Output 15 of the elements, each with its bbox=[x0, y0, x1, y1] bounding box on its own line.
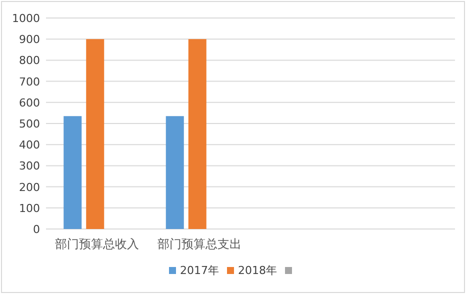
legend-label: 2017年 bbox=[180, 264, 219, 277]
y-tick-label: 400 bbox=[19, 138, 40, 152]
y-tick-label: 700 bbox=[19, 75, 40, 88]
y-tick-label: 800 bbox=[19, 54, 40, 68]
x-tick-label: 部门预算总支出 bbox=[157, 237, 242, 251]
y-tick-label: 500 bbox=[19, 118, 40, 130]
y-tick-label: 100 bbox=[19, 202, 40, 215]
y-tick-label: 200 bbox=[19, 180, 40, 194]
y-tick-label: 0 bbox=[33, 223, 40, 236]
y-tick-label: 600 bbox=[19, 96, 40, 110]
x-tick-label: 部门预算总收入 bbox=[55, 237, 140, 251]
legend-label: 2018年 bbox=[238, 264, 277, 277]
y-tick-label: 900 bbox=[19, 33, 40, 46]
y-tick-label: 1000 bbox=[12, 12, 40, 25]
y-tick-label: 300 bbox=[19, 160, 40, 173]
